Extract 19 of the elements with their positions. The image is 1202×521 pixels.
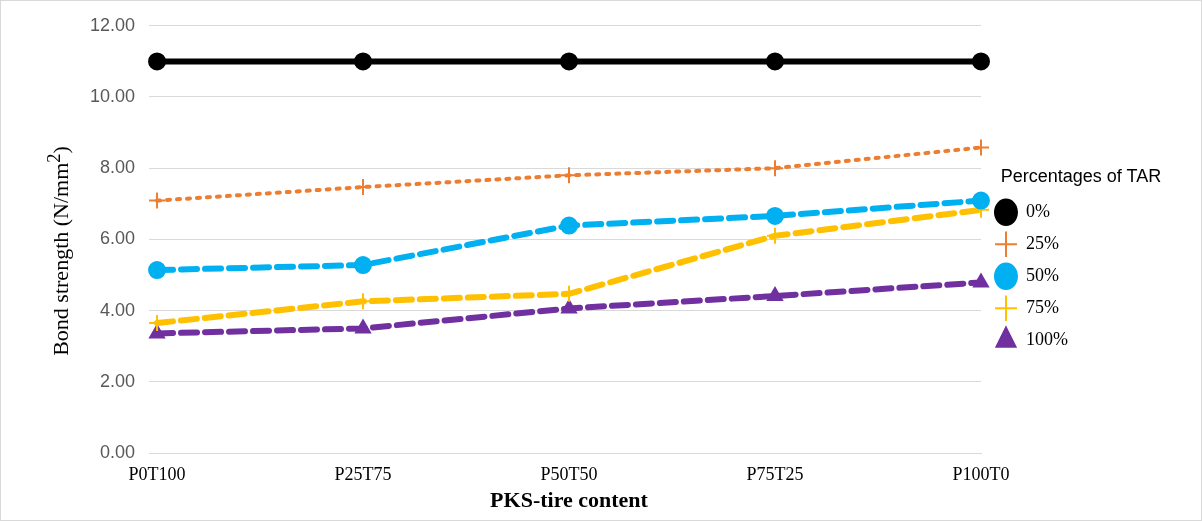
y-tick-label: 8.00 bbox=[100, 157, 136, 178]
x-tick-label: P100T0 bbox=[952, 463, 1010, 484]
y-tick-label: 4.00 bbox=[100, 299, 136, 320]
y-tick-label: 0.00 bbox=[100, 441, 136, 462]
x-tick-label: P0T100 bbox=[128, 463, 186, 484]
legend-label: 0% bbox=[1026, 201, 1050, 222]
y-tick-label: 6.00 bbox=[100, 228, 136, 249]
x-tick-label: P75T25 bbox=[746, 463, 804, 484]
legend-label: 100% bbox=[1026, 329, 1068, 350]
legend-title: Percentages of TAR bbox=[1000, 165, 1162, 186]
y-tick-label: 2.00 bbox=[100, 370, 136, 391]
legend-label: 25% bbox=[1026, 233, 1059, 254]
legend-label: 75% bbox=[1026, 297, 1059, 318]
x-tick-label: P50T50 bbox=[540, 463, 598, 484]
legend-label: 50% bbox=[1026, 265, 1059, 286]
y-tick-label: 12.00 bbox=[90, 14, 136, 35]
y-tick-label: 10.00 bbox=[90, 85, 136, 106]
x-axis-title: PKS-tire content bbox=[490, 487, 649, 513]
x-tick-label: P25T75 bbox=[334, 463, 392, 484]
